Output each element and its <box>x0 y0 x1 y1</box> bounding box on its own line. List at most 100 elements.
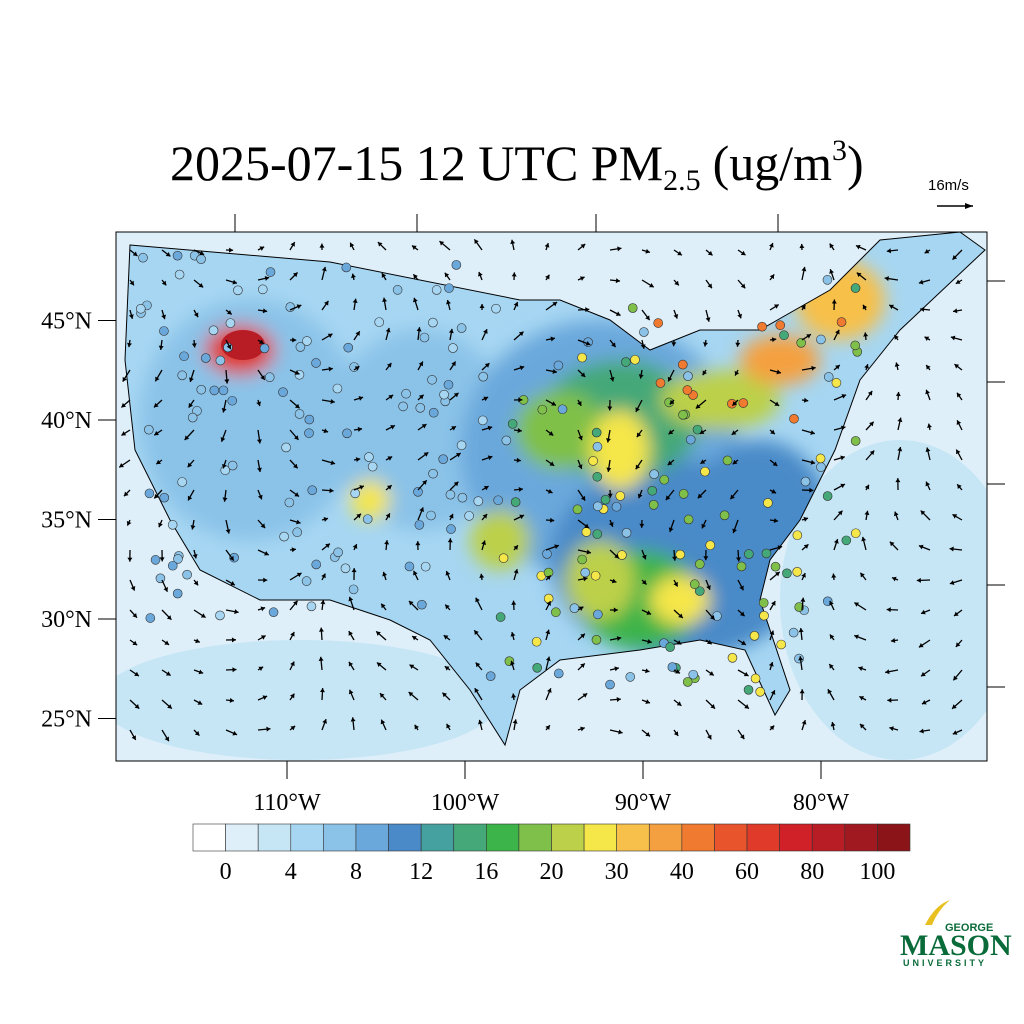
wind-arrow <box>919 728 931 734</box>
station <box>428 317 438 328</box>
wind-head <box>153 402 159 408</box>
colorbar-box <box>746 823 780 852</box>
wind-arrow <box>449 361 457 371</box>
wind-head <box>672 556 678 561</box>
station <box>688 669 699 680</box>
station <box>227 395 238 406</box>
station <box>588 456 598 466</box>
wind-head <box>740 250 746 256</box>
wind-arrow <box>609 339 617 348</box>
wind-arrow <box>927 423 932 431</box>
wind-head <box>586 549 591 555</box>
wind-head <box>550 336 555 342</box>
wind-head <box>616 696 621 702</box>
wind-arrow <box>639 519 645 528</box>
wind-head <box>409 664 415 669</box>
wind-head <box>321 573 326 579</box>
station <box>179 351 189 362</box>
wind-head <box>771 601 776 606</box>
station <box>485 671 496 681</box>
station <box>557 404 568 415</box>
wind-head <box>890 638 896 643</box>
wind-head <box>918 544 924 550</box>
wind-head <box>323 428 329 434</box>
wind-head <box>388 394 394 400</box>
station <box>507 419 518 429</box>
colorbar-box <box>714 823 748 852</box>
wind-head <box>232 730 238 736</box>
station <box>477 415 488 426</box>
wind-arrow <box>449 392 459 401</box>
wind-arrow <box>895 391 901 401</box>
wind-arrow <box>925 481 931 491</box>
wind-arrow <box>956 419 963 431</box>
wind-arrow <box>448 513 454 521</box>
wind-arrow <box>478 271 483 281</box>
colorbar-box <box>877 823 911 852</box>
wind-head <box>801 573 806 578</box>
station <box>159 492 170 503</box>
wind-head <box>359 485 364 490</box>
station <box>218 385 229 396</box>
wind-head <box>385 513 391 519</box>
wind-arrow <box>545 399 557 406</box>
wind-arrow <box>545 656 551 671</box>
wind-head <box>831 573 837 578</box>
wind-head <box>953 308 958 314</box>
wind-arrow <box>735 339 741 347</box>
station <box>569 603 580 613</box>
wind-arrow <box>129 699 140 710</box>
wind-head <box>707 283 712 289</box>
wind-head <box>918 642 924 648</box>
wind-arrow <box>385 484 393 491</box>
wind-arrow <box>894 362 900 371</box>
station <box>727 398 737 409</box>
colorbar-box <box>420 823 455 852</box>
wind-head <box>387 456 393 461</box>
wind-head <box>580 633 585 639</box>
wind-arrow <box>609 636 622 641</box>
wind-head <box>921 609 926 615</box>
wind-head <box>327 333 333 339</box>
wind-head <box>350 717 356 722</box>
wind-head <box>859 723 865 729</box>
wind-arrow <box>382 571 388 581</box>
wind-arrow <box>667 459 675 466</box>
station <box>667 662 678 672</box>
station <box>426 510 436 521</box>
wind-arrow <box>641 248 651 254</box>
station <box>192 406 202 416</box>
station <box>647 485 658 496</box>
wind-head <box>481 540 487 546</box>
wind-head <box>290 693 295 699</box>
wind-arrow <box>513 397 523 403</box>
wind-arrow <box>705 309 711 322</box>
wind-head <box>921 671 926 677</box>
wind-arrow <box>916 577 931 583</box>
wind-head <box>421 424 427 429</box>
wind-head <box>376 662 382 667</box>
wind-head <box>837 510 843 516</box>
wind-arrow <box>257 339 265 345</box>
wind-head <box>294 403 300 409</box>
lon-label: 80°W <box>793 790 850 816</box>
station <box>677 359 688 370</box>
wind-head <box>645 315 650 321</box>
wind-head <box>731 430 737 435</box>
wind-arrow <box>510 239 516 251</box>
lat-label: 25°N <box>41 707 92 733</box>
plot-frame <box>115 231 988 762</box>
wind-arrow <box>408 600 419 611</box>
wind-arrow <box>577 276 585 281</box>
wind-arrow <box>289 661 295 671</box>
wind-head <box>577 464 583 469</box>
wind-head <box>743 671 749 677</box>
wind-head <box>381 273 387 278</box>
wind-head <box>487 425 493 431</box>
wind-head <box>442 692 448 698</box>
wind-arrow <box>635 399 643 413</box>
wind-arrow <box>769 399 780 407</box>
wind-arrow <box>353 395 364 401</box>
wind-arrow <box>414 724 419 731</box>
wind-head <box>224 379 230 384</box>
